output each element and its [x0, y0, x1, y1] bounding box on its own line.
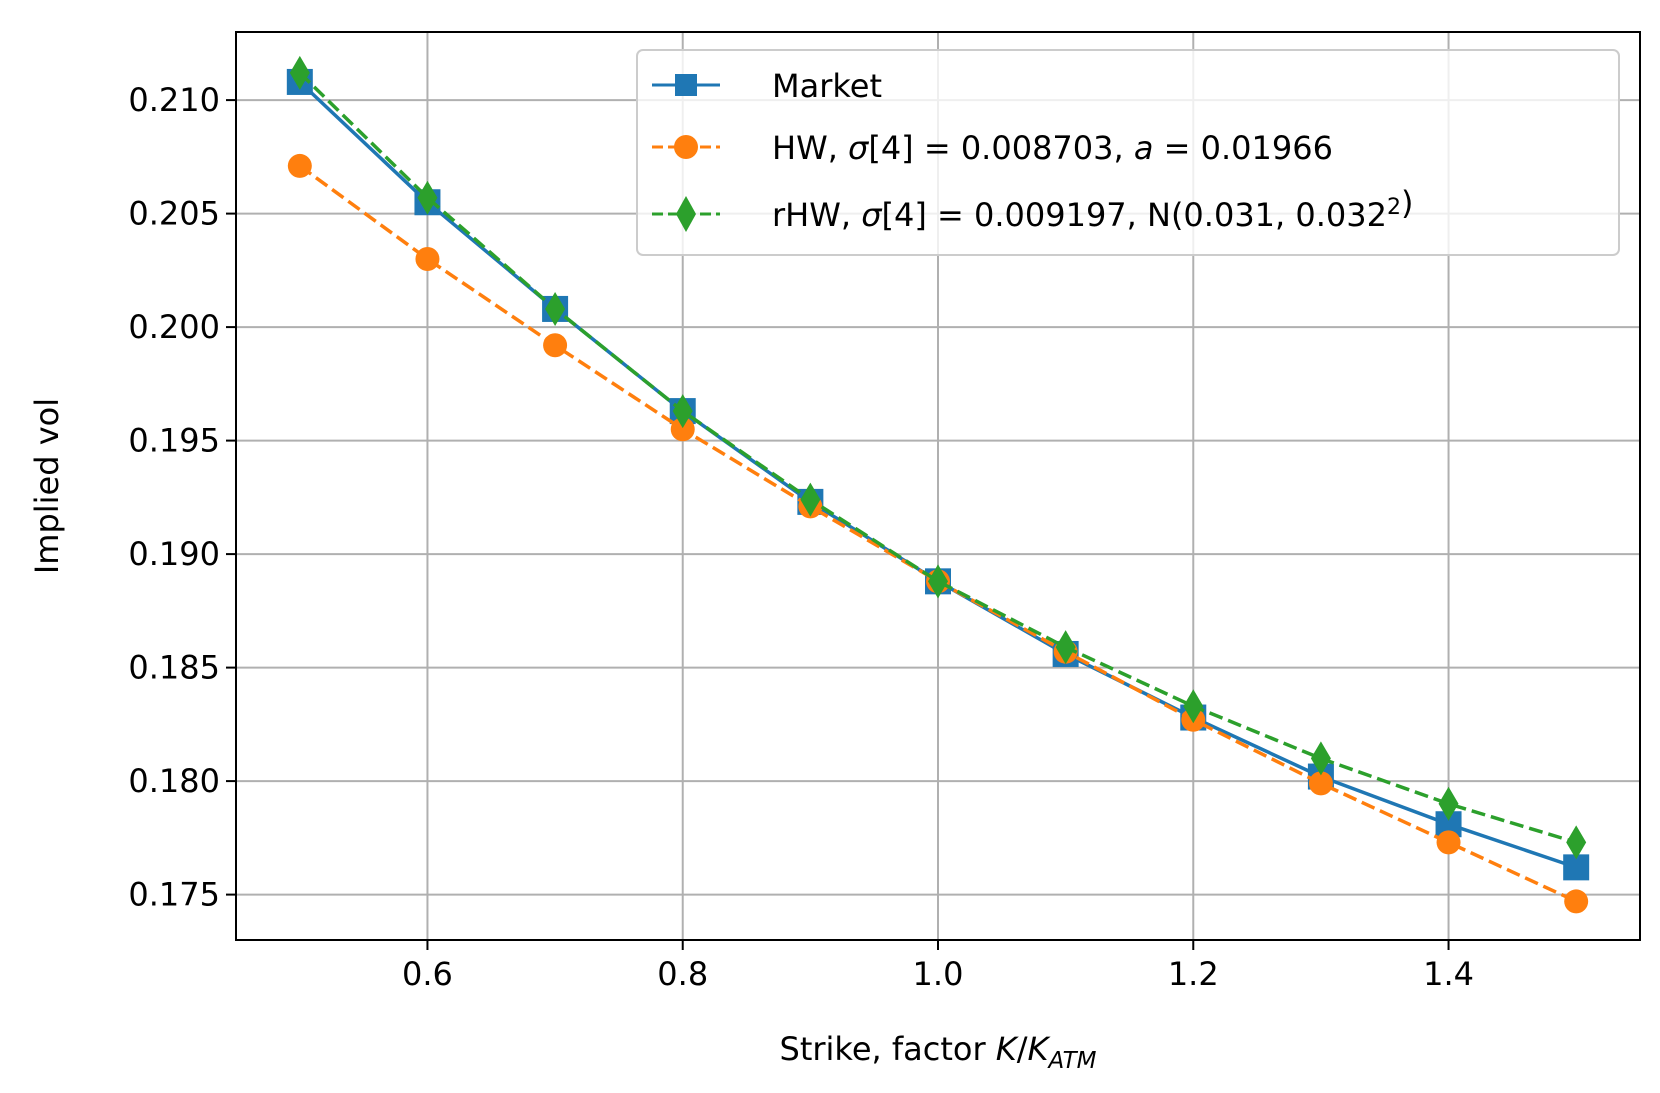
y-tick-label: 0.205	[128, 195, 220, 233]
x-axis-label: Strike, factor K/KATM	[780, 1030, 1097, 1074]
legend-entry-rhw: rHW, σ[4] = 0.009197, N(0.031, 0.0322)	[652, 184, 1413, 234]
y-tick-label: 0.180	[128, 762, 220, 800]
data-point-circle	[543, 333, 568, 358]
y-tick-label: 0.190	[128, 535, 220, 573]
data-point-diamond	[1438, 786, 1459, 821]
legend-box	[636, 49, 1620, 256]
x-tick-label: 0.8	[657, 955, 708, 993]
legend-label-market: Market	[772, 67, 882, 105]
data-point-diamond	[417, 180, 438, 215]
x-tick-label: 1.2	[1168, 955, 1219, 993]
series-line	[298, 71, 1577, 845]
legend: Market HW, σ[4] = 0.008703, a = 0.01966 …	[636, 49, 1620, 256]
data-point-diamond	[545, 291, 566, 326]
data-point-circle	[1308, 771, 1333, 796]
y-tick-label: 0.210	[128, 81, 220, 119]
data-point-circle	[670, 417, 695, 442]
y-tick-label: 0.175	[128, 876, 220, 914]
legend-entry-market: Market	[652, 67, 882, 105]
data-point-diamond	[1183, 689, 1204, 724]
data-point-circle	[287, 153, 312, 178]
y-tick-label: 0.200	[128, 308, 220, 346]
series-layer	[286, 55, 1590, 914]
data-point-diamond	[1566, 825, 1587, 860]
x-tick-label: 0.6	[402, 955, 453, 993]
legend-label-rhw: rHW, σ[4] = 0.009197, N(0.031, 0.0322)	[772, 184, 1413, 234]
y-axis-label: Implied vol	[28, 398, 66, 574]
y-tick-label: 0.195	[128, 422, 220, 460]
data-point-diamond	[1055, 630, 1076, 665]
ticks: 0.6 0.8 1.0 1.2 1.4 0.175 0.180 0.185 0.190 0.195…	[128, 81, 1474, 993]
legend-entry-hw: HW, σ[4] = 0.008703, a = 0.01966	[652, 129, 1333, 167]
x-tick-label: 1.4	[1423, 955, 1474, 993]
y-tick-label: 0.185	[128, 649, 220, 687]
data-point-diamond	[800, 482, 821, 517]
series-2	[289, 55, 1587, 860]
data-point-diamond	[928, 564, 948, 599]
data-point-diamond	[289, 55, 310, 90]
data-point-circle	[1564, 889, 1589, 914]
data-point-circle	[415, 247, 440, 271]
data-point-circle	[1436, 830, 1461, 855]
legend-label-hw: HW, σ[4] = 0.008703, a = 0.01966	[772, 129, 1333, 167]
data-point-diamond	[672, 394, 693, 429]
x-tick-label: 1.0	[913, 955, 964, 993]
data-point-diamond	[1310, 741, 1331, 776]
